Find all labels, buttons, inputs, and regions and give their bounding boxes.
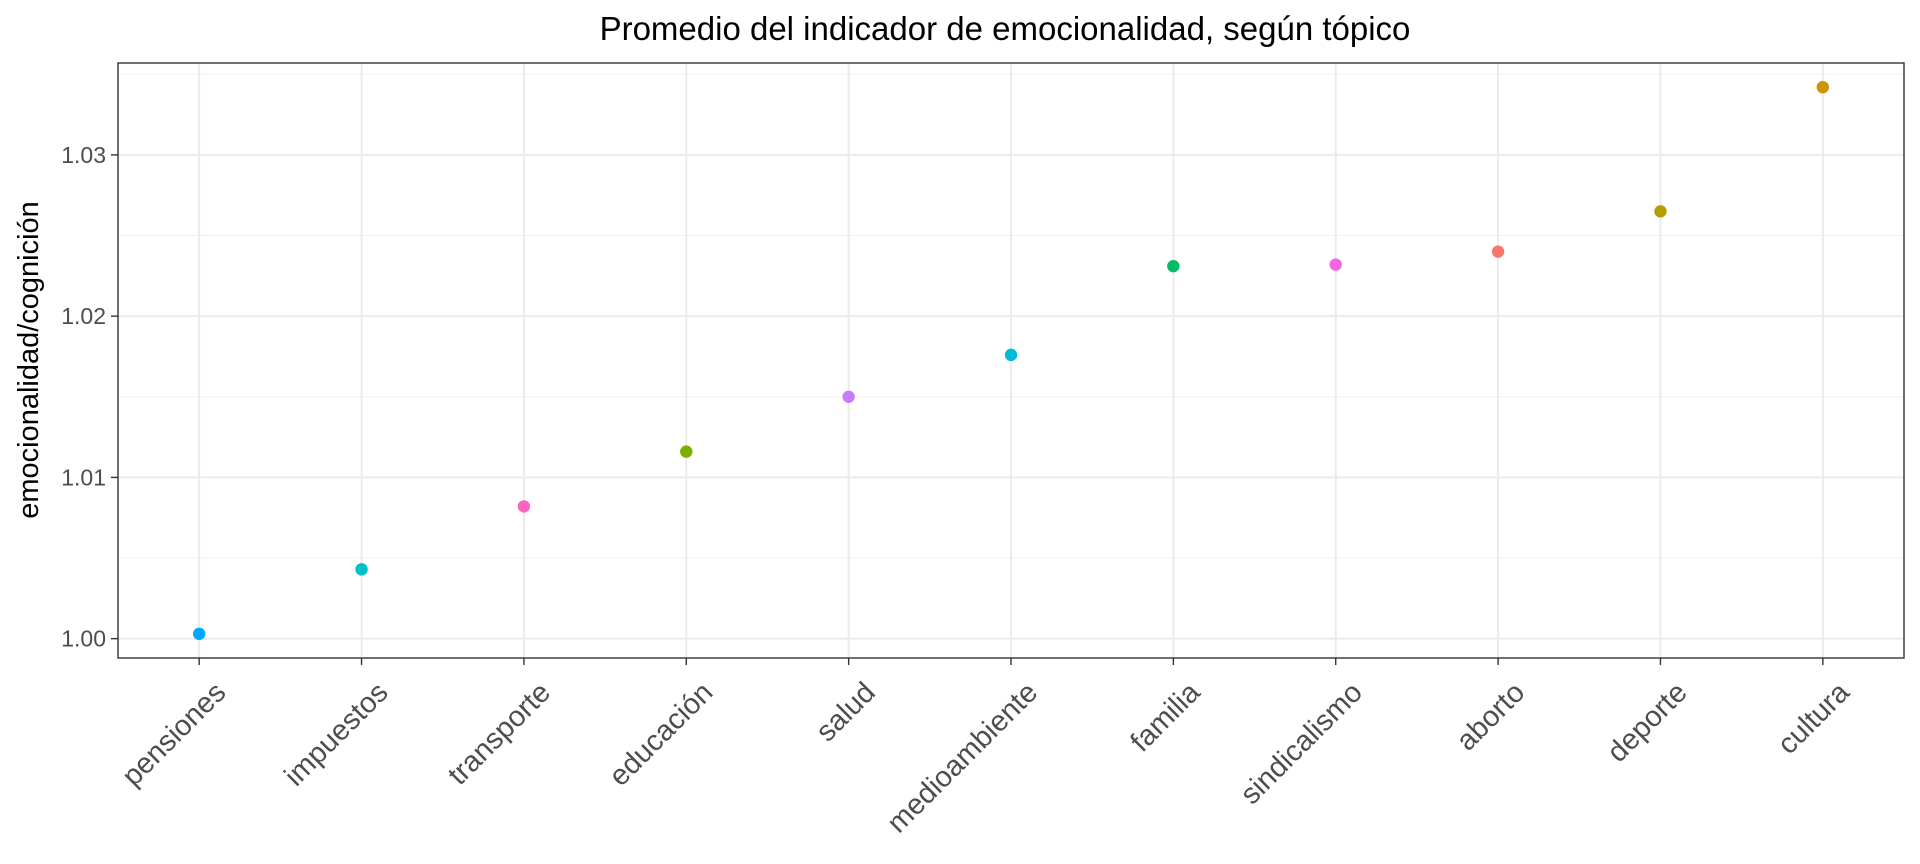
data-point-transporte [517,500,531,513]
data-point-salud [842,390,855,403]
chart-title: Promedio del indicador de emocionalidad,… [600,10,1411,47]
y-tick-label: 1.00 [61,626,106,652]
y-axis-label: emocionalidad/cognición [13,201,45,519]
x-tick-label-transporte: transporte [442,676,557,791]
y-tick-label: 1.02 [61,303,106,329]
x-tick-label-impuestos: impuestos [279,676,395,792]
data-point-familia [1167,259,1180,273]
data-point-sindicalismo [1329,258,1342,271]
data-point-cultura [1816,80,1830,94]
data-point-impuestos [355,563,368,576]
y-tick-label: 1.01 [61,464,106,490]
x-axis-ticks: pensiones impuestos transporte educación sal… [116,658,1857,839]
x-tick-label-medioambiente: medioambiente [881,676,1044,839]
y-tick-label: 1.03 [61,142,106,168]
x-tick-label-deporte: deporte [1601,676,1693,768]
x-tick-label-cultura: cultura [1772,676,1857,761]
y-axis-ticks: 1.00 1.01 1.02 1.03 [61,142,118,652]
x-tick-label-educación: educación [603,676,719,792]
data-point-aborto [1491,245,1505,258]
x-tick-label-familia: familia [1125,676,1207,758]
data-point-medioambiente [1004,348,1018,362]
x-tick-label-salud: salud [810,676,882,748]
data-point-pensiones [192,627,206,641]
x-tick-label-sindicalismo: sindicalismo [1235,676,1369,810]
data-points [192,80,1830,641]
data-point-educación [680,445,693,458]
data-point-deporte [1654,205,1667,218]
x-tick-label-aborto: aborto [1450,676,1531,757]
x-tick-label-pensiones: pensiones [116,676,232,792]
